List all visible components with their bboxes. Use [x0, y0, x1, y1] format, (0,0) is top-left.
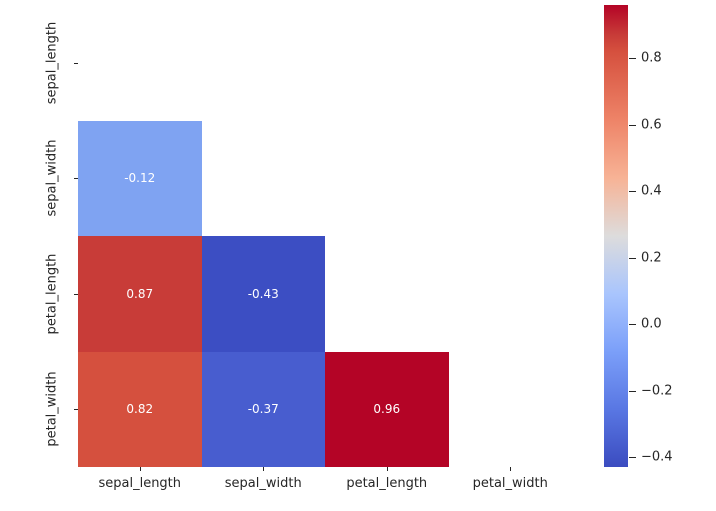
- x-tick: [139, 467, 141, 471]
- heatmap-cell-sepal_width-x-sepal_length: -0.12: [78, 120, 202, 236]
- colorbar-tick-label: 0.6: [641, 117, 662, 133]
- colorbar-tick: [629, 124, 636, 126]
- colorbar-tick-label: −0.4: [641, 449, 673, 465]
- colorbar-tick: [629, 257, 636, 259]
- cell-value-label: -0.12: [124, 171, 156, 186]
- y-tick: [74, 409, 78, 411]
- colorbar-tick-label: 0.0: [641, 316, 662, 332]
- colorbar-tick: [629, 457, 636, 459]
- x-tick-label-sepal_length: sepal_length: [98, 476, 182, 491]
- cell-value-label: -0.43: [247, 286, 279, 301]
- x-tick-label-petal_length: petal_length: [346, 476, 428, 491]
- y-tick-label-petal_length: petal_length: [44, 253, 60, 335]
- colorbar-tick: [629, 191, 636, 193]
- x-tick-label-sepal_width: sepal_width: [224, 476, 302, 491]
- cell-value-label: -0.37: [247, 402, 279, 417]
- x-tick: [263, 467, 265, 471]
- y-tick: [74, 178, 78, 180]
- colorbar-tick-label: 0.4: [641, 183, 662, 199]
- colorbar-tick: [629, 390, 636, 392]
- colorbar-tick-label: −0.2: [641, 383, 673, 399]
- x-tick: [386, 467, 388, 471]
- colorbar-tick-label: 0.8: [641, 50, 662, 66]
- cell-value-label: 0.96: [373, 402, 401, 417]
- heatmap-cell-petal_length-x-sepal_length: 0.87: [78, 236, 202, 352]
- y-tick-label-petal_width: petal_width: [44, 371, 60, 447]
- cell-value-label: 0.82: [126, 402, 154, 417]
- colorbar-tick: [629, 58, 636, 60]
- heatmap-cell-petal_width-x-sepal_length: 0.82: [78, 351, 202, 467]
- heatmap-cell-petal_width-x-sepal_width: -0.37: [201, 351, 325, 467]
- x-tick: [510, 467, 512, 471]
- y-tick: [74, 62, 78, 64]
- colorbar-tick-label: 0.2: [641, 250, 662, 266]
- cell-value-label: 0.87: [126, 286, 154, 301]
- x-tick-label-petal_width: petal_width: [472, 476, 548, 491]
- heatmap-cell-petal_width-x-petal_length: 0.96: [325, 351, 449, 467]
- heatmap-cell-petal_length-x-sepal_width: -0.43: [201, 236, 325, 352]
- y-tick: [74, 293, 78, 295]
- colorbar-tick: [629, 324, 636, 326]
- y-tick-label-sepal_width: sepal_width: [44, 139, 60, 217]
- colorbar-gradient: [604, 5, 628, 467]
- y-tick-label-sepal_length: sepal_length: [44, 21, 60, 105]
